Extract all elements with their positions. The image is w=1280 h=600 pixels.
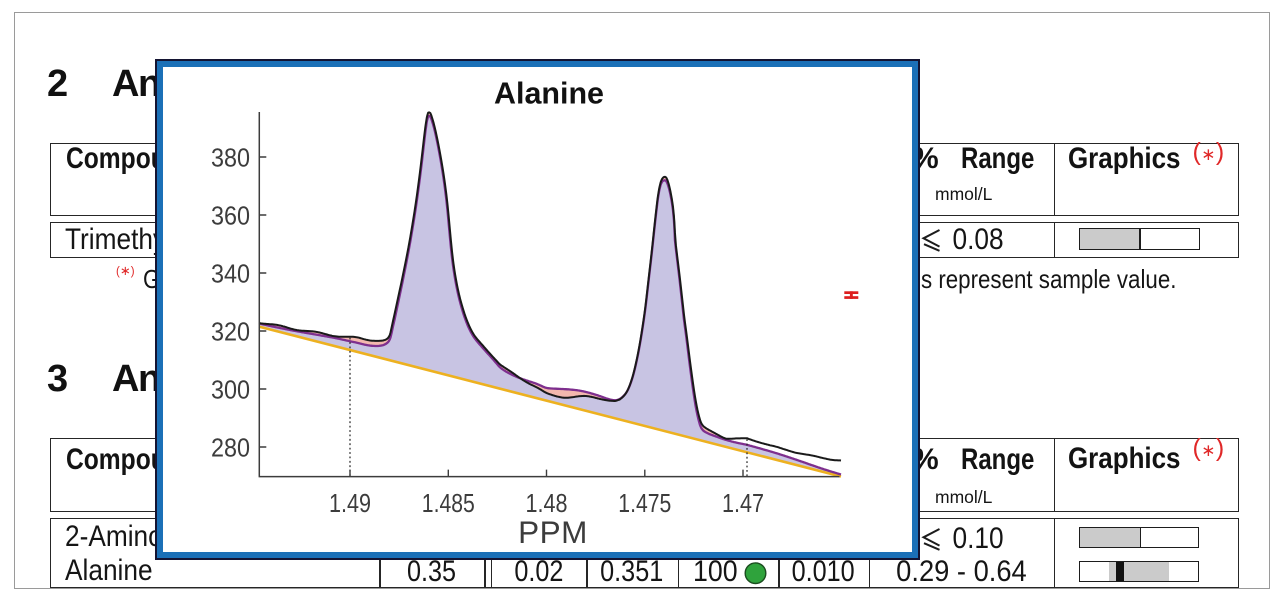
svg-text:380: 380 xyxy=(211,142,250,172)
svg-text:340: 340 xyxy=(211,258,250,288)
svg-text:300: 300 xyxy=(211,374,250,404)
svg-text:1.47: 1.47 xyxy=(722,488,764,518)
svg-text:320: 320 xyxy=(211,316,250,346)
svg-text:1.485: 1.485 xyxy=(422,488,475,518)
svg-text:1.48: 1.48 xyxy=(526,488,568,518)
svg-text:360: 360 xyxy=(211,200,250,230)
svg-text:1.475: 1.475 xyxy=(618,488,671,518)
svg-text:1.49: 1.49 xyxy=(329,488,371,518)
svg-text:Alanine: Alanine xyxy=(494,76,604,111)
svg-text:280: 280 xyxy=(211,432,250,462)
svg-text:PPM: PPM xyxy=(518,514,588,550)
